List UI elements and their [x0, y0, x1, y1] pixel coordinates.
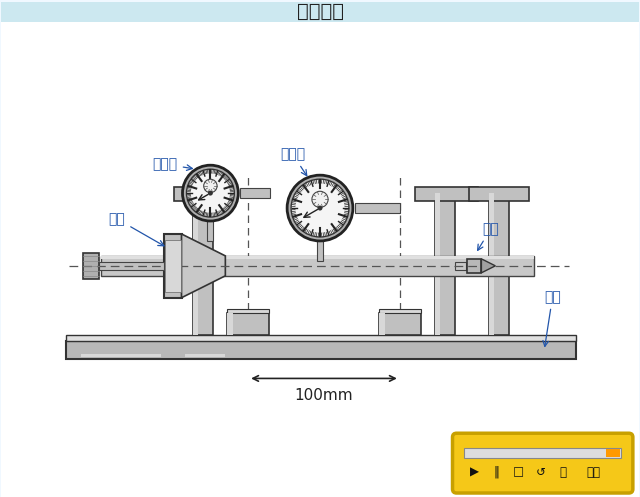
Bar	[465, 448, 621, 458]
Bar	[186, 353, 225, 356]
Text: ▶: ▶	[470, 466, 479, 479]
Text: □: □	[513, 466, 524, 479]
Circle shape	[186, 169, 234, 217]
Bar	[66, 340, 576, 358]
Bar	[81, 353, 161, 356]
Text: ‖: ‖	[493, 466, 499, 479]
FancyBboxPatch shape	[452, 433, 633, 493]
Text: 气门检测: 气门检测	[296, 2, 344, 21]
Circle shape	[291, 179, 349, 237]
Text: 返回: 返回	[586, 466, 600, 479]
Bar	[415, 187, 479, 201]
Bar	[100, 256, 534, 259]
Bar	[435, 193, 440, 334]
Circle shape	[182, 165, 238, 221]
Bar	[379, 313, 385, 334]
Bar	[227, 309, 269, 313]
Bar	[99, 262, 164, 270]
Bar	[240, 188, 270, 198]
Bar	[355, 203, 400, 213]
Text: 顶尖: 顶尖	[477, 222, 499, 250]
Text: 百分表: 百分表	[152, 157, 193, 171]
Polygon shape	[481, 259, 495, 273]
Bar	[379, 309, 420, 313]
Bar	[193, 193, 198, 334]
Circle shape	[312, 191, 328, 207]
Bar	[606, 449, 620, 457]
Bar	[164, 234, 182, 298]
Bar	[227, 313, 234, 334]
Bar	[173, 187, 237, 201]
Bar	[317, 239, 323, 261]
Bar	[467, 259, 481, 273]
Bar	[490, 193, 509, 334]
Bar	[66, 334, 576, 340]
Bar	[435, 193, 454, 334]
Bar	[193, 193, 213, 334]
Text: 气门: 气门	[109, 212, 164, 246]
Bar	[100, 256, 534, 276]
Text: 平板: 平板	[543, 290, 561, 346]
Circle shape	[287, 175, 353, 241]
Text: 百分表: 百分表	[280, 147, 307, 175]
Circle shape	[208, 191, 213, 196]
Bar	[227, 313, 269, 334]
Bar	[490, 193, 494, 334]
Text: ↺: ↺	[535, 466, 545, 479]
Bar	[1, 2, 639, 22]
Bar	[164, 240, 180, 292]
Circle shape	[317, 206, 323, 211]
Bar	[379, 313, 420, 334]
Bar	[83, 253, 99, 279]
Circle shape	[204, 179, 217, 193]
Bar	[207, 219, 213, 241]
Polygon shape	[182, 234, 225, 298]
Polygon shape	[182, 239, 225, 256]
Text: 🔇: 🔇	[559, 466, 566, 479]
Bar	[454, 262, 467, 270]
Text: 100mm: 100mm	[294, 388, 353, 404]
Bar	[470, 187, 529, 201]
